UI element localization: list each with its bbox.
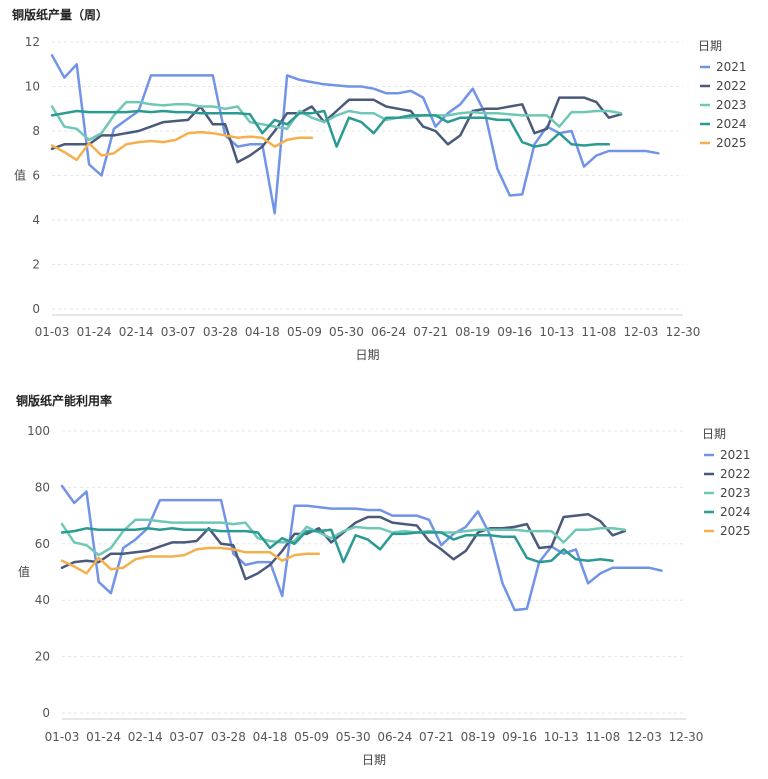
y-tick-label: 4 [32, 213, 40, 227]
legend-title: 日期 [702, 427, 726, 441]
x-tick-label: 01-24 [77, 325, 112, 339]
series-line-2024 [50, 109, 611, 148]
utilization-chart-panel: 铜版纸产能利用率 0 20 40 60 80 100 01-03 01-24 02-14 03-0… [0, 388, 768, 779]
y-tick-label: 8 [32, 124, 40, 138]
legend-item-2025[interactable]: 2025 [716, 136, 747, 150]
legend-item-2023[interactable]: 2023 [720, 486, 751, 500]
y-tick-label: 20 [35, 650, 50, 664]
x-tick-label: 03-07 [169, 730, 204, 744]
x-tick-label: 01-03 [45, 730, 80, 744]
x-tick-label: 06-24 [371, 325, 406, 339]
x-tick-label: 09-16 [502, 730, 537, 744]
y-tick-label: 80 [35, 480, 50, 494]
x-tick-label: 07-21 [413, 325, 448, 339]
series-line-2022 [60, 512, 627, 581]
x-tick-label: 05-09 [287, 325, 322, 339]
y-tick-label: 12 [25, 35, 40, 49]
y-tick-label: 40 [35, 593, 50, 607]
x-tick-label: 11-08 [581, 325, 616, 339]
utilization-line-chart: 0 20 40 60 80 100 01-03 01-24 02-14 03-07 03-28 04-… [18, 424, 751, 767]
x-tick-label: 01-24 [86, 730, 121, 744]
x-tick-label: 12-30 [669, 730, 704, 744]
x-tick-label: 08-19 [461, 730, 496, 744]
legend-title: 日期 [698, 39, 722, 53]
x-tick-label: 09-16 [497, 325, 532, 339]
x-tick-label: 05-09 [294, 730, 329, 744]
x-tick-label: 12-30 [666, 325, 701, 339]
series-line-2025 [50, 130, 314, 162]
series-line-2021 [50, 54, 660, 215]
x-tick-label: 04-18 [245, 325, 280, 339]
series-line-2024 [60, 527, 614, 564]
production-chart-panel: 铜版纸产量（周） 0 2 4 6 8 10 12 01-03 01-24 02-14 03-07 03… [0, 0, 768, 385]
x-tick-label: 01-03 [35, 325, 70, 339]
x-tick-label: 11-08 [585, 730, 620, 744]
y-axis-title: 值 [18, 564, 30, 579]
x-tick-label: 10-13 [544, 730, 579, 744]
chart-title: 铜版纸产能利用率 [16, 394, 113, 408]
legend-item-2021[interactable]: 2021 [720, 448, 751, 462]
series-line-2023 [60, 518, 627, 557]
x-tick-label: 05-30 [329, 325, 364, 339]
y-tick-label: 0 [42, 706, 50, 720]
x-tick-label: 08-19 [455, 325, 490, 339]
legend-item-2023[interactable]: 2023 [716, 98, 747, 112]
x-axis-title: 日期 [355, 348, 379, 362]
x-tick-label: 04-18 [253, 730, 288, 744]
legend-item-2024[interactable]: 2024 [720, 505, 751, 519]
y-tick-label: 60 [35, 537, 50, 551]
series-line-2022 [50, 96, 623, 164]
legend-item-2021[interactable]: 2021 [716, 60, 747, 74]
y-tick-label: 0 [32, 302, 40, 316]
production-line-chart: 0 2 4 6 8 10 12 01-03 01-24 02-14 03-07 03-28 04-18 0… [14, 35, 747, 362]
x-tick-label: 07-21 [419, 730, 454, 744]
y-tick-label: 10 [25, 80, 40, 94]
x-tick-label: 12-03 [623, 325, 658, 339]
x-tick-label: 06-24 [377, 730, 412, 744]
x-tick-label: 12-03 [627, 730, 662, 744]
legend-item-2022[interactable]: 2022 [720, 467, 751, 481]
x-tick-label: 05-30 [336, 730, 371, 744]
y-axis-title: 值 [14, 168, 26, 183]
x-tick-label: 10-13 [539, 325, 574, 339]
series-line-2021 [60, 484, 663, 612]
legend-item-2022[interactable]: 2022 [716, 79, 747, 93]
x-axis-title: 日期 [362, 753, 386, 767]
legend-item-2025[interactable]: 2025 [720, 524, 751, 538]
y-tick-label: 6 [32, 169, 40, 183]
series-line-2025 [60, 546, 321, 575]
y-tick-label: 2 [32, 258, 40, 272]
x-tick-label: 03-28 [203, 325, 238, 339]
series-line-2023 [50, 100, 623, 142]
legend-item-2024[interactable]: 2024 [716, 117, 747, 131]
x-tick-label: 03-28 [211, 730, 246, 744]
x-tick-label: 02-14 [128, 730, 163, 744]
y-tick-label: 100 [27, 424, 50, 438]
chart-title: 铜版纸产量（周） [12, 8, 109, 22]
x-tick-label: 02-14 [119, 325, 154, 339]
x-tick-label: 03-07 [161, 325, 196, 339]
